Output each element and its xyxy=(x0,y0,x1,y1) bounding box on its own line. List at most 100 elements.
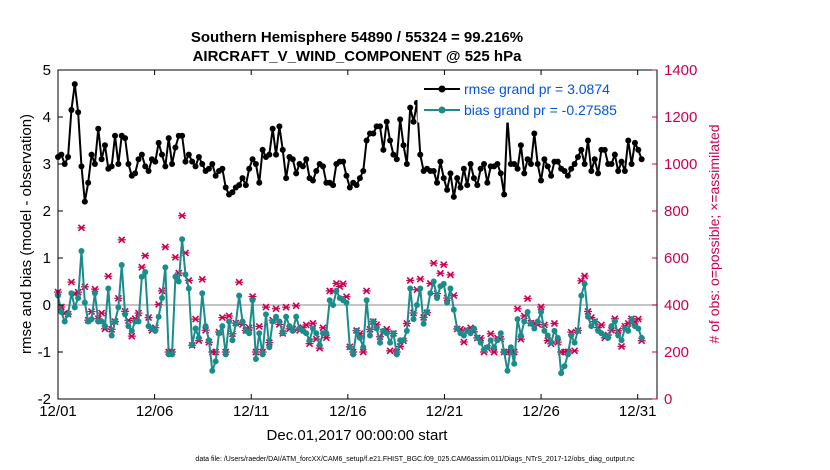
rmse-point xyxy=(330,182,337,189)
bias-point xyxy=(289,327,296,334)
bias-point xyxy=(236,292,243,299)
y-tick-label: -1 xyxy=(38,344,51,361)
bias-point xyxy=(578,292,585,299)
rmse-point xyxy=(125,161,132,167)
bias-point xyxy=(212,358,219,365)
bias-point xyxy=(511,360,518,367)
rmse-point xyxy=(209,161,216,167)
rmse-point xyxy=(631,139,638,146)
rmse-point xyxy=(61,161,68,167)
rmse-point xyxy=(259,146,266,153)
rmse-point xyxy=(309,177,316,184)
bias-point xyxy=(390,330,397,337)
bias-point xyxy=(313,330,320,337)
bias-point xyxy=(219,323,226,330)
bias-point xyxy=(450,306,457,313)
bias-point xyxy=(470,325,477,332)
rmse-point xyxy=(108,163,115,170)
bias-point xyxy=(259,351,266,358)
rmse-point xyxy=(447,170,454,177)
obs-marker xyxy=(308,319,317,327)
bias-point xyxy=(283,313,290,320)
bias-point xyxy=(434,294,441,301)
bias-point xyxy=(232,320,239,327)
bias-point xyxy=(273,313,280,320)
obs-marker xyxy=(272,305,281,313)
bias-point xyxy=(521,318,528,325)
bias-point xyxy=(81,299,88,306)
bias-point xyxy=(477,339,484,346)
bias-point xyxy=(98,318,105,325)
bias-point xyxy=(393,351,400,358)
bias-point xyxy=(625,327,632,334)
rmse-point xyxy=(494,161,501,167)
bias-point xyxy=(125,323,132,330)
obs-marker xyxy=(459,338,468,346)
obs-marker xyxy=(406,276,415,285)
chart-subtitle: AIRCRAFT_V_WIND_COMPONENT @ 525 hPa xyxy=(193,48,523,65)
rmse-point xyxy=(568,165,575,172)
rmse-point xyxy=(501,191,508,198)
bias-point xyxy=(514,316,521,323)
rmse-point xyxy=(454,175,461,182)
bias-point xyxy=(423,309,430,316)
rmse-point xyxy=(628,161,635,167)
bias-point xyxy=(105,285,112,292)
rmse-point xyxy=(564,172,571,179)
bias-point xyxy=(226,318,233,325)
bias-point xyxy=(65,311,72,318)
rmse-point xyxy=(199,161,206,167)
rmse-point xyxy=(242,182,249,189)
rmse-point xyxy=(625,137,632,144)
rmse-point xyxy=(192,163,199,170)
obs-marker xyxy=(490,348,499,356)
bias-point xyxy=(581,280,588,287)
rmse-point xyxy=(158,151,165,158)
rmse-point xyxy=(293,170,300,177)
rmse-point xyxy=(205,165,212,172)
bias-point xyxy=(403,327,410,334)
bias-point xyxy=(551,327,558,334)
bias-point xyxy=(246,330,253,337)
bias-point xyxy=(420,320,427,327)
obs-marker xyxy=(302,321,311,329)
y-tick-label: 3 xyxy=(43,156,51,173)
rmse-point xyxy=(497,170,504,177)
obs-marker xyxy=(550,319,559,328)
bias-point xyxy=(158,294,165,301)
bias-point xyxy=(78,247,85,254)
rmse-point xyxy=(68,106,75,113)
bias-point xyxy=(460,332,467,339)
bias-point xyxy=(75,294,82,301)
rmse-point xyxy=(185,151,192,158)
bias-point xyxy=(112,318,119,325)
rmse-point xyxy=(615,168,622,175)
obs-marker xyxy=(429,259,438,267)
rmse-point xyxy=(608,161,615,167)
bias-point xyxy=(101,323,108,330)
rmse-point xyxy=(101,142,108,149)
chart-title: Southern Hemisphere 54890 / 55324 = 99.2… xyxy=(191,29,523,46)
bias-point xyxy=(108,332,115,339)
y-right-tick-label: 600 xyxy=(664,250,689,267)
rmse-point xyxy=(444,186,451,193)
bias-point xyxy=(497,330,504,337)
bias-point xyxy=(222,351,229,358)
rmse-point xyxy=(165,135,172,142)
rmse-point xyxy=(635,146,642,153)
rmse-point xyxy=(430,168,437,175)
y-axis-label: rmse and bias (model - observation) xyxy=(18,114,35,354)
bias-point xyxy=(276,318,283,325)
bias-point xyxy=(58,309,65,316)
bias-point xyxy=(366,332,373,339)
rmse-point xyxy=(195,153,202,160)
rmse-point xyxy=(283,175,290,182)
bias-point xyxy=(169,351,176,358)
bias-point xyxy=(189,341,196,348)
bias-point xyxy=(205,337,212,344)
bias-point xyxy=(541,327,548,334)
rmse-point xyxy=(410,118,417,125)
bias-point xyxy=(531,325,538,332)
rmse-point xyxy=(380,146,387,153)
rmse-point xyxy=(464,182,471,189)
